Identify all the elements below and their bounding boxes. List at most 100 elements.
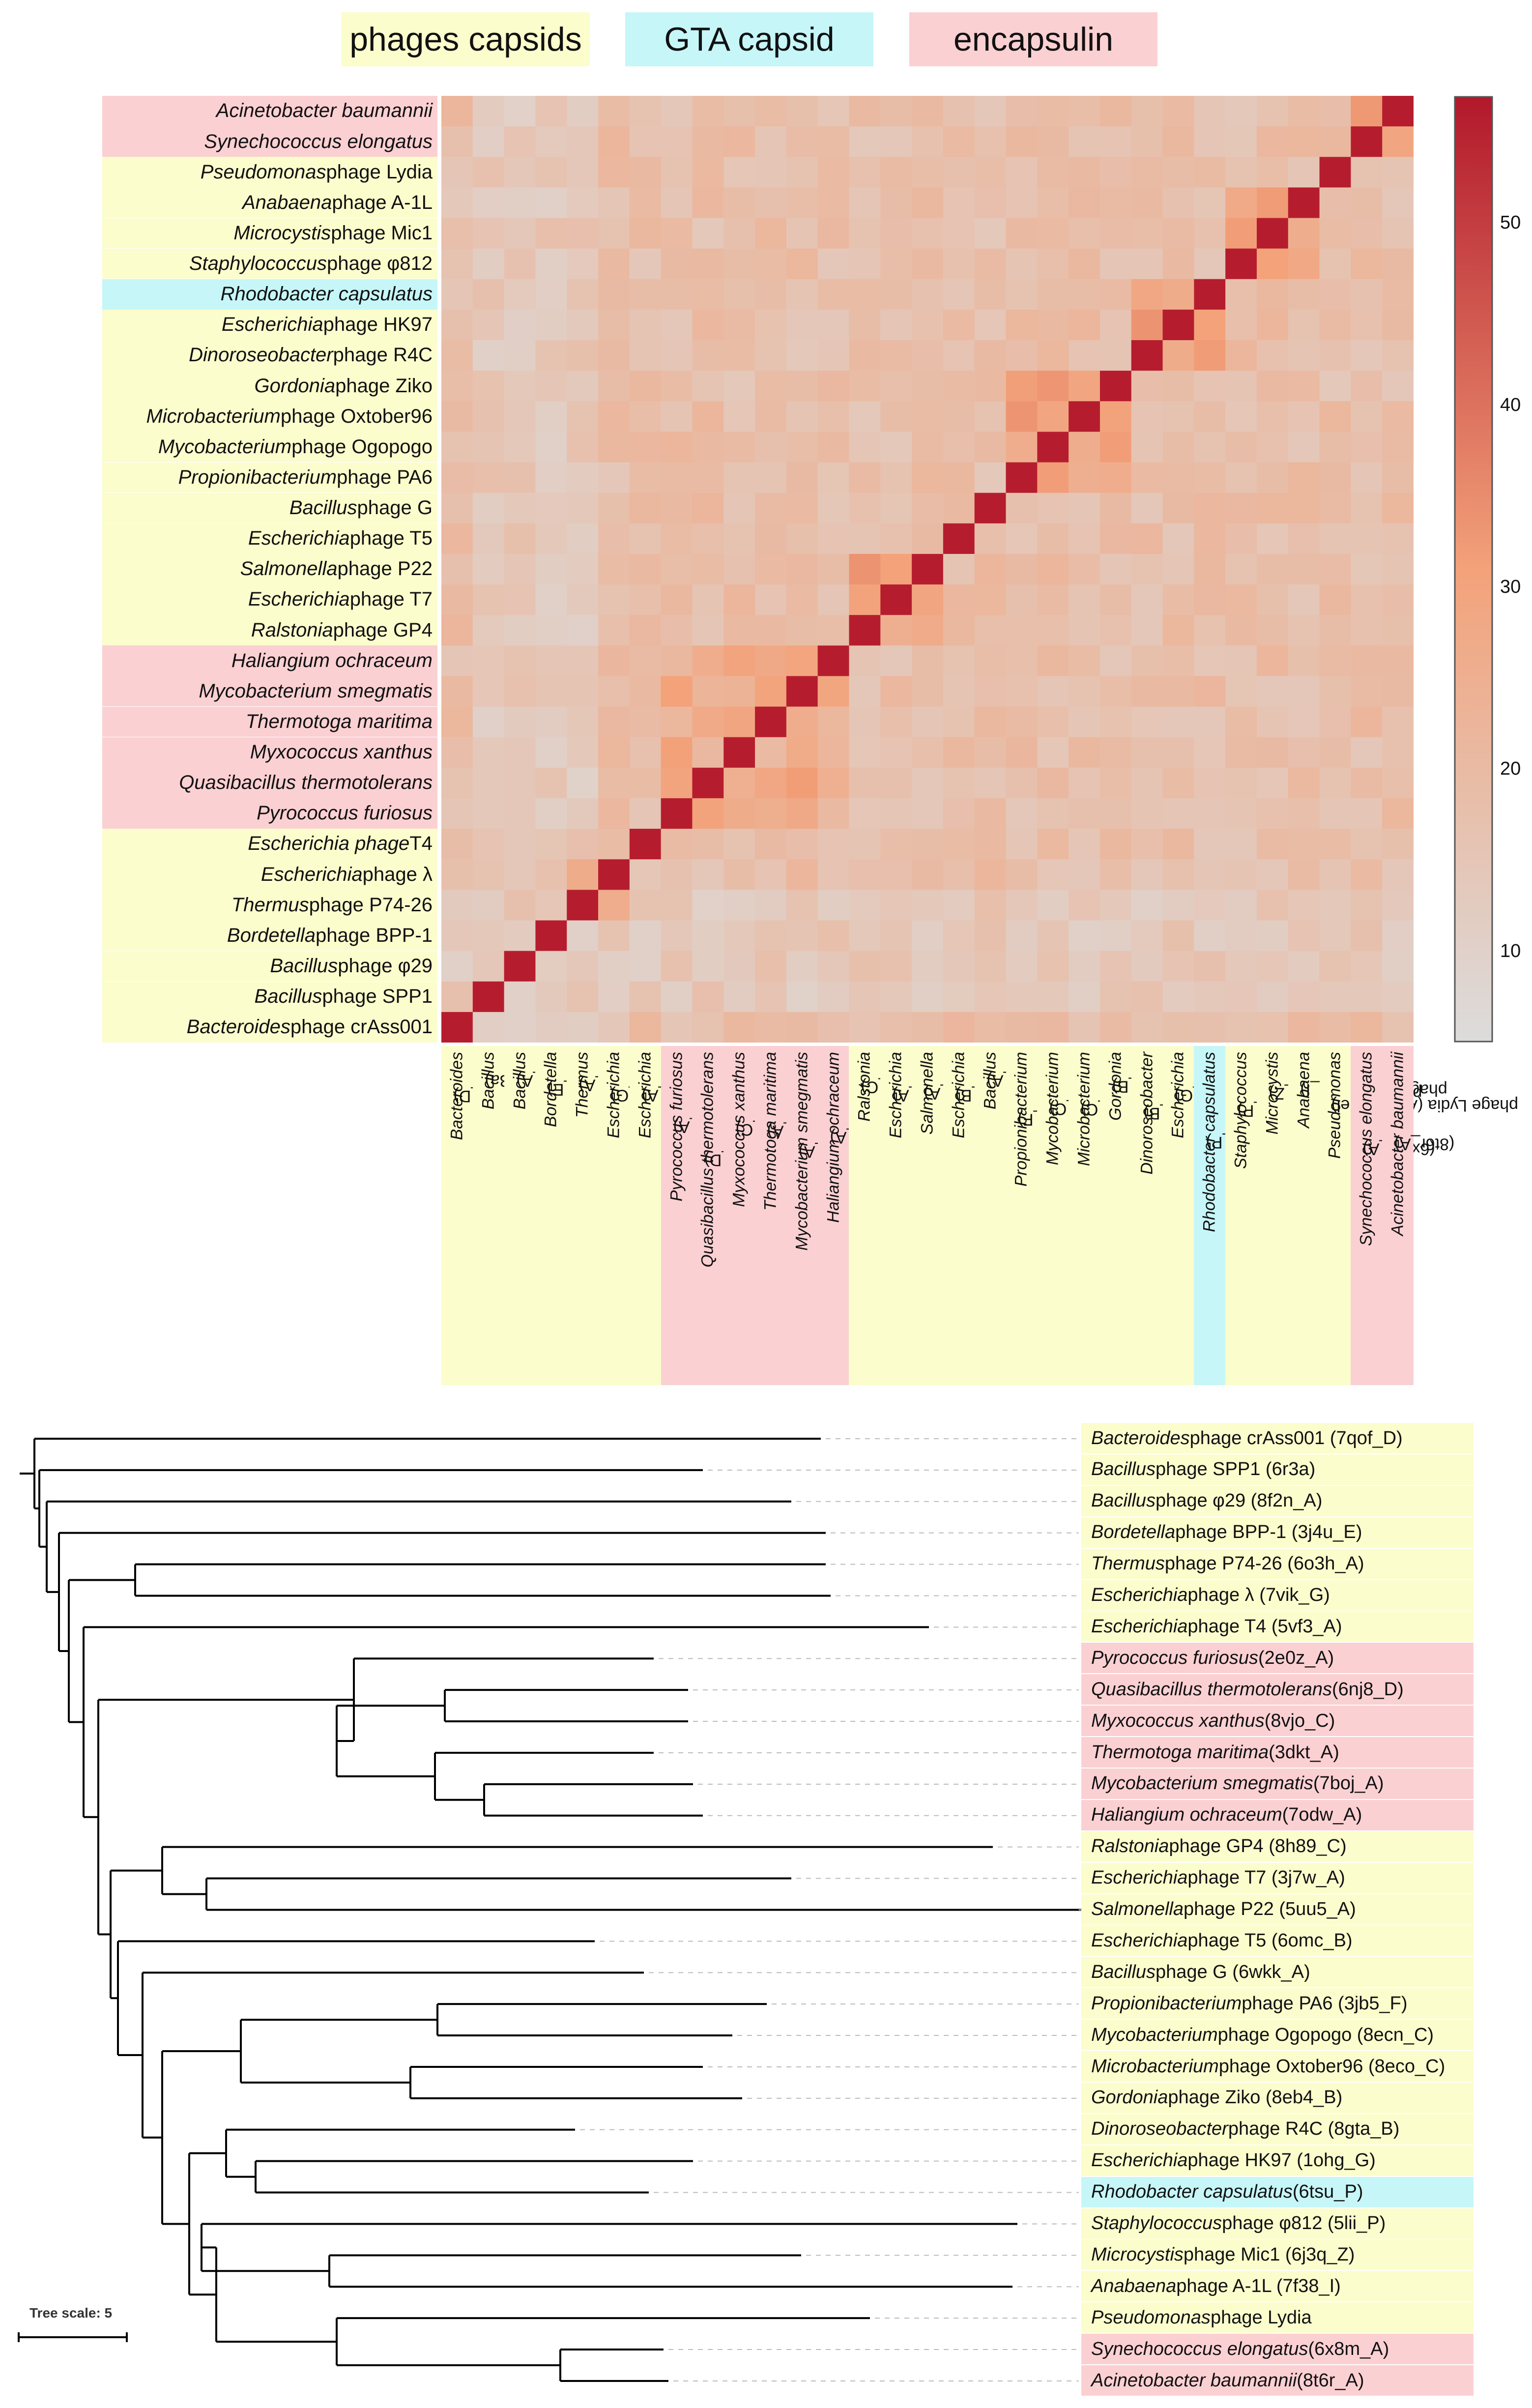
heatmap-cell xyxy=(1131,615,1163,646)
heatmap-cell xyxy=(723,553,755,585)
heatmap-cell xyxy=(1225,706,1257,738)
heatmap-cell xyxy=(661,126,693,157)
heatmap-cell xyxy=(1319,218,1351,249)
label-italic-part: Acinetobacter baumannii xyxy=(216,100,433,122)
heatmap-cell xyxy=(912,279,944,310)
column-label-text: Rhodobacter capsulatus (6tsu_P) xyxy=(1200,1052,1270,1232)
label-rest-part: phage Lydia xyxy=(326,161,433,183)
heatmap-cell xyxy=(849,340,881,371)
heatmap-cell xyxy=(849,218,881,249)
heatmap-cell xyxy=(441,340,473,371)
label-italic-part: Rhodobacter capsulatus xyxy=(1091,2181,1293,2203)
heatmap-cell xyxy=(441,798,473,829)
heatmap-cell xyxy=(1006,371,1038,402)
heatmap-cell xyxy=(1382,218,1414,249)
heatmap-cell xyxy=(472,798,505,829)
column-label-text: Myxococcus xanthus (8vjo_C) xyxy=(730,1052,799,1207)
heatmap-cell xyxy=(1069,432,1100,463)
heatmap-cell xyxy=(1319,309,1351,341)
heatmap-cell xyxy=(1006,309,1038,341)
heatmap-cell xyxy=(1037,890,1069,921)
heatmap-cell xyxy=(723,1012,755,1043)
colorbar-tick-label: 30 xyxy=(1500,577,1521,598)
heatmap-cell xyxy=(974,523,1007,554)
heatmap-cell xyxy=(567,157,599,188)
heatmap-cell xyxy=(723,951,755,982)
heatmap-cell xyxy=(1037,432,1069,463)
heatmap-cell xyxy=(912,309,944,341)
heatmap-cell xyxy=(1256,951,1289,982)
heatmap-cell xyxy=(1319,157,1351,188)
heatmap-cell xyxy=(755,401,787,432)
heatmap-cell xyxy=(1006,951,1038,982)
heatmap-cell xyxy=(1006,920,1038,952)
heatmap-cell xyxy=(974,798,1007,829)
heatmap-cell xyxy=(1006,737,1038,768)
tree-tip-label: Pyrococcus furiosus (2e0z_A) xyxy=(1081,1643,1474,1674)
heatmap-cell xyxy=(1037,584,1069,615)
heatmap-row-label: Gordonia phage Ziko xyxy=(102,371,437,401)
heatmap-cell xyxy=(1069,96,1100,127)
column-label-text: Escherichia phage HK97 (1ohg_G) xyxy=(1169,1052,1343,1138)
heatmap-cell xyxy=(661,279,693,310)
heatmap-cell xyxy=(661,96,693,127)
heatmap-cell xyxy=(567,645,599,676)
heatmap-cell xyxy=(943,890,975,921)
heatmap-cell xyxy=(1099,1012,1132,1043)
heatmap-cell xyxy=(1382,523,1414,554)
heatmap-cell xyxy=(692,1012,724,1043)
heatmap-cell xyxy=(723,340,755,371)
heatmap-cell xyxy=(723,706,755,738)
heatmap-cell xyxy=(974,493,1007,524)
heatmap-cell xyxy=(755,126,787,157)
tree-tip-label: Anabaena phage A-1L (7f38_I) xyxy=(1081,2271,1474,2302)
heatmap-cell xyxy=(1162,340,1194,371)
heatmap-cell xyxy=(974,279,1007,310)
heatmap-cell xyxy=(1382,798,1414,829)
heatmap-cell xyxy=(786,798,818,829)
column-label-text: Escherichia phage T5 (6omc_B) xyxy=(949,1052,1102,1138)
heatmap-cell xyxy=(1382,981,1414,1013)
heatmap-cell xyxy=(1319,371,1351,402)
heatmap-cell xyxy=(755,462,787,493)
heatmap-cell xyxy=(1069,920,1100,952)
tree-tip-label: Mycobacterium smegmatis (7boj_A) xyxy=(1081,1768,1474,1799)
heatmap-cell xyxy=(912,706,944,738)
heatmap-cell xyxy=(943,829,975,860)
heatmap-cell xyxy=(567,890,599,921)
heatmap-cell xyxy=(441,493,473,524)
heatmap-cell xyxy=(661,951,693,982)
heatmap-cell xyxy=(692,523,724,554)
label-rest-part: phage SPP1 (6r3a) xyxy=(1155,1459,1316,1480)
heatmap-cell xyxy=(817,462,849,493)
heatmap-cell xyxy=(880,706,912,738)
heatmap-cell xyxy=(629,798,662,829)
heatmap-cell xyxy=(755,829,787,860)
heatmap-cell xyxy=(504,493,536,524)
heatmap-cell xyxy=(692,584,724,615)
heatmap-cell xyxy=(1288,1012,1320,1043)
heatmap-cell xyxy=(535,645,567,676)
heatmap-cell xyxy=(1194,737,1226,768)
label-italic-part: Thermus xyxy=(1091,1553,1165,1574)
heatmap-cell xyxy=(1225,859,1257,890)
label-rest-part: (8vjo_C) xyxy=(1264,1710,1335,1731)
heatmap-cell xyxy=(1288,890,1320,921)
tree-scale-label: Tree scale: 5 xyxy=(29,2305,113,2321)
heatmap-row-label: Mycobacterium phage Ogopogo xyxy=(102,432,437,463)
label-rest-part: phage G (6wkk_A) xyxy=(1155,1961,1310,1982)
heatmap-cell xyxy=(943,401,975,432)
column-label-text: Bacillus phage SPP1 (6r3a) xyxy=(479,1052,628,1109)
heatmap-cell xyxy=(598,553,630,585)
heatmap-cell xyxy=(1037,126,1069,157)
heatmap-cell xyxy=(1006,890,1038,921)
heatmap-cell xyxy=(849,767,881,799)
heatmap-cell xyxy=(1194,553,1226,585)
heatmap-cell xyxy=(1225,371,1257,402)
heatmap-row-label: Escherichia phage T4 xyxy=(102,829,437,859)
tree-tip-label: Salmonella phage P22 (5uu5_A) xyxy=(1081,1894,1474,1925)
heatmap-cell xyxy=(1225,493,1257,524)
column-label-text: Microcystis phage Mic1 (6j3q_Z) xyxy=(1263,1052,1422,1134)
heatmap-cell xyxy=(974,401,1007,432)
heatmap-cell xyxy=(1006,706,1038,738)
